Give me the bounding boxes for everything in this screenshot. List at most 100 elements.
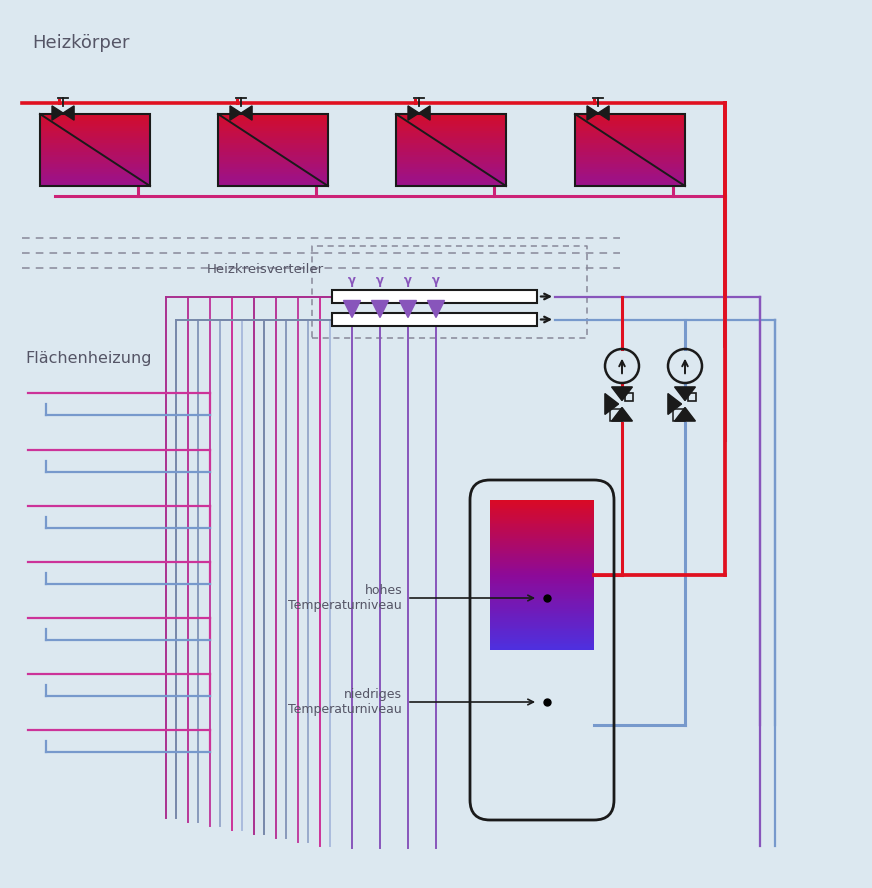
Bar <box>218 178 328 181</box>
Bar <box>490 564 594 566</box>
Bar <box>40 146 150 147</box>
Bar <box>490 607 594 609</box>
Bar <box>575 160 685 162</box>
Polygon shape <box>587 106 598 120</box>
Bar <box>218 114 328 186</box>
Bar <box>490 551 594 552</box>
Bar <box>575 136 685 138</box>
Bar <box>396 181 506 184</box>
Bar <box>490 643 594 645</box>
Bar <box>575 171 685 174</box>
Bar <box>490 575 594 577</box>
Bar <box>218 147 328 150</box>
Bar <box>218 138 328 140</box>
Bar <box>40 150 150 153</box>
Bar <box>490 622 594 623</box>
Bar <box>396 114 506 186</box>
Bar <box>575 155 685 157</box>
Polygon shape <box>598 106 610 120</box>
Bar <box>490 646 594 648</box>
Bar <box>332 290 537 303</box>
Bar <box>575 129 685 131</box>
Bar <box>218 133 328 136</box>
Bar <box>575 133 685 136</box>
Bar <box>490 581 594 583</box>
Text: niedriges
Temperaturniveau: niedriges Temperaturniveau <box>289 688 402 716</box>
Bar <box>575 162 685 164</box>
Bar <box>490 503 594 505</box>
Bar <box>490 522 594 525</box>
Bar <box>490 573 594 575</box>
Bar <box>396 157 506 160</box>
Bar <box>575 123 685 126</box>
Bar <box>218 181 328 184</box>
Bar <box>40 181 150 184</box>
Bar <box>490 579 594 581</box>
Bar <box>575 177 685 178</box>
Bar <box>490 633 594 635</box>
Bar <box>218 153 328 155</box>
Bar <box>490 640 594 643</box>
Bar <box>490 598 594 599</box>
Text: γ: γ <box>404 274 412 287</box>
Bar <box>40 114 150 116</box>
Bar <box>490 603 594 605</box>
Bar <box>396 136 506 138</box>
Polygon shape <box>611 387 632 400</box>
Bar <box>40 174 150 177</box>
Bar <box>490 648 594 650</box>
Bar <box>575 116 685 119</box>
Bar <box>218 119 328 121</box>
Bar <box>218 116 328 119</box>
Bar <box>396 167 506 170</box>
Polygon shape <box>371 300 389 318</box>
Bar <box>575 143 685 146</box>
Text: hohes
Temperaturniveau: hohes Temperaturniveau <box>289 584 402 612</box>
Bar <box>490 543 594 545</box>
Bar <box>490 613 594 614</box>
Bar <box>575 114 685 116</box>
Bar <box>490 500 594 502</box>
Bar <box>490 542 594 543</box>
Bar <box>490 586 594 588</box>
Text: γ: γ <box>348 274 356 287</box>
Bar <box>490 556 594 559</box>
Bar <box>40 147 150 150</box>
Bar <box>575 181 685 184</box>
Bar <box>490 535 594 537</box>
Bar <box>218 184 328 186</box>
Bar <box>40 178 150 181</box>
Bar <box>575 167 685 170</box>
Bar <box>218 174 328 177</box>
Bar <box>396 170 506 171</box>
Bar <box>490 562 594 564</box>
Bar <box>218 170 328 171</box>
Bar <box>396 129 506 131</box>
Bar <box>490 508 594 510</box>
Bar <box>40 162 150 164</box>
Bar <box>575 146 685 147</box>
Bar <box>490 528 594 530</box>
Bar <box>575 170 685 171</box>
Polygon shape <box>611 408 632 421</box>
Bar <box>490 623 594 626</box>
Bar <box>40 116 150 119</box>
Bar <box>396 119 506 121</box>
Polygon shape <box>399 300 417 318</box>
Bar <box>490 545 594 547</box>
Bar <box>40 143 150 146</box>
Bar <box>490 559 594 560</box>
Bar <box>40 164 150 167</box>
Bar <box>218 143 328 146</box>
Bar <box>490 520 594 522</box>
Bar <box>490 513 594 515</box>
Bar <box>218 121 328 123</box>
Bar <box>490 577 594 579</box>
Bar <box>40 184 150 186</box>
Bar <box>218 131 328 133</box>
Bar <box>490 534 594 535</box>
Bar <box>490 637 594 638</box>
Bar <box>490 596 594 598</box>
Bar <box>490 532 594 534</box>
Bar <box>490 620 594 622</box>
